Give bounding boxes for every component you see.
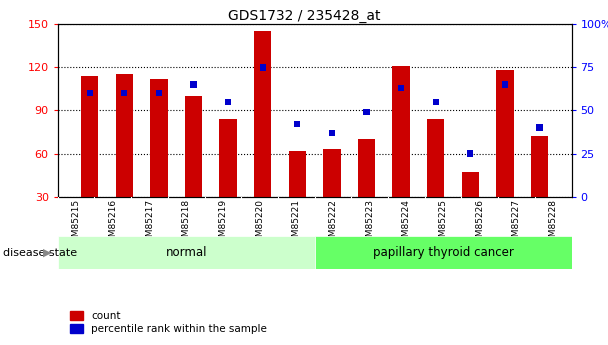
Bar xyxy=(433,99,439,105)
Bar xyxy=(294,121,300,127)
Bar xyxy=(496,70,514,197)
Text: GSM85228: GSM85228 xyxy=(548,199,558,248)
Bar xyxy=(58,236,315,269)
Bar xyxy=(536,125,542,131)
Bar xyxy=(329,130,335,136)
Bar xyxy=(121,90,128,96)
Text: GSM85223: GSM85223 xyxy=(365,199,374,248)
Bar xyxy=(185,96,202,197)
Bar xyxy=(156,90,162,96)
Text: GDS1732 / 235428_at: GDS1732 / 235428_at xyxy=(228,9,380,23)
Text: disease state: disease state xyxy=(3,248,77,258)
Text: GSM85220: GSM85220 xyxy=(255,199,264,248)
Text: papillary thyroid cancer: papillary thyroid cancer xyxy=(373,246,514,259)
Legend: count, percentile rank within the sample: count, percentile rank within the sample xyxy=(66,307,271,338)
Bar xyxy=(531,136,548,197)
Text: GSM85222: GSM85222 xyxy=(328,199,337,247)
Bar xyxy=(190,81,196,88)
Text: GSM85225: GSM85225 xyxy=(438,199,447,248)
Bar xyxy=(364,109,370,115)
Bar xyxy=(219,119,237,197)
Bar xyxy=(87,90,93,96)
Text: GSM85221: GSM85221 xyxy=(292,199,301,248)
Bar xyxy=(461,172,479,197)
Text: GSM85216: GSM85216 xyxy=(108,199,117,248)
Text: normal: normal xyxy=(165,246,207,259)
Bar xyxy=(358,139,375,197)
Bar xyxy=(254,31,271,197)
Bar xyxy=(427,119,444,197)
Text: GSM85224: GSM85224 xyxy=(402,199,411,247)
Bar xyxy=(150,79,168,197)
Bar xyxy=(260,64,266,70)
Text: GSM85226: GSM85226 xyxy=(475,199,485,248)
Text: GSM85227: GSM85227 xyxy=(512,199,521,248)
Text: GSM85215: GSM85215 xyxy=(72,199,81,248)
Bar xyxy=(502,81,508,88)
Bar xyxy=(467,150,474,157)
Bar xyxy=(116,75,133,197)
Text: ▶: ▶ xyxy=(43,248,52,258)
Bar xyxy=(323,149,340,197)
Text: GSM85218: GSM85218 xyxy=(182,199,191,248)
Text: GSM85219: GSM85219 xyxy=(218,199,227,248)
Bar xyxy=(398,85,404,91)
Bar xyxy=(315,236,572,269)
Bar xyxy=(289,151,306,197)
Text: GSM85217: GSM85217 xyxy=(145,199,154,248)
Bar xyxy=(81,76,98,197)
Bar xyxy=(225,99,231,105)
Bar xyxy=(393,66,410,197)
